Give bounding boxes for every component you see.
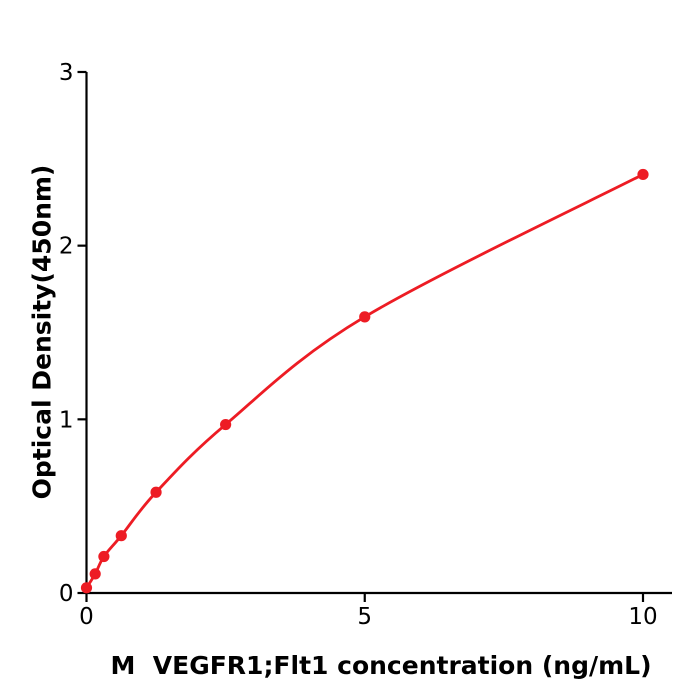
data-point-7 [637, 168, 649, 181]
x-axis-title: M VEGFR1;Flt1 concentration (ng/mL) [110, 651, 652, 680]
data-point-4 [150, 486, 162, 498]
standard-curve [85, 173, 645, 590]
data-point-5 [220, 418, 232, 431]
x-tick-label: 5 [357, 604, 372, 630]
data-point-6 [359, 311, 371, 323]
y-tick-label: 2 [59, 234, 74, 260]
y-tick-label: 1 [59, 407, 74, 433]
x-tick-label: 10 [628, 604, 657, 630]
axis-spines [85, 72, 672, 595]
data-point-3 [115, 530, 127, 542]
data-point-2 [98, 550, 110, 563]
data-point-0 [80, 582, 93, 594]
x-tick-label: 0 [79, 604, 94, 630]
y-axis-title: Optical Density(450nm) [27, 164, 57, 500]
y-tick-label: 0 [59, 581, 74, 607]
data-point-1 [89, 568, 101, 580]
y-tick-label: 3 [59, 60, 74, 86]
